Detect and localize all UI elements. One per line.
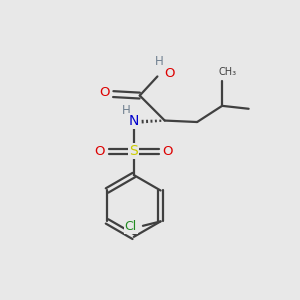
Text: O: O — [95, 145, 105, 158]
Text: H: H — [154, 55, 163, 68]
Text: H: H — [122, 104, 131, 117]
Text: CH₃: CH₃ — [218, 67, 236, 77]
Text: O: O — [100, 86, 110, 99]
Text: N: N — [129, 114, 139, 128]
Text: Cl: Cl — [124, 220, 137, 233]
Text: O: O — [162, 145, 173, 158]
Text: S: S — [129, 145, 138, 158]
Text: O: O — [164, 67, 175, 80]
